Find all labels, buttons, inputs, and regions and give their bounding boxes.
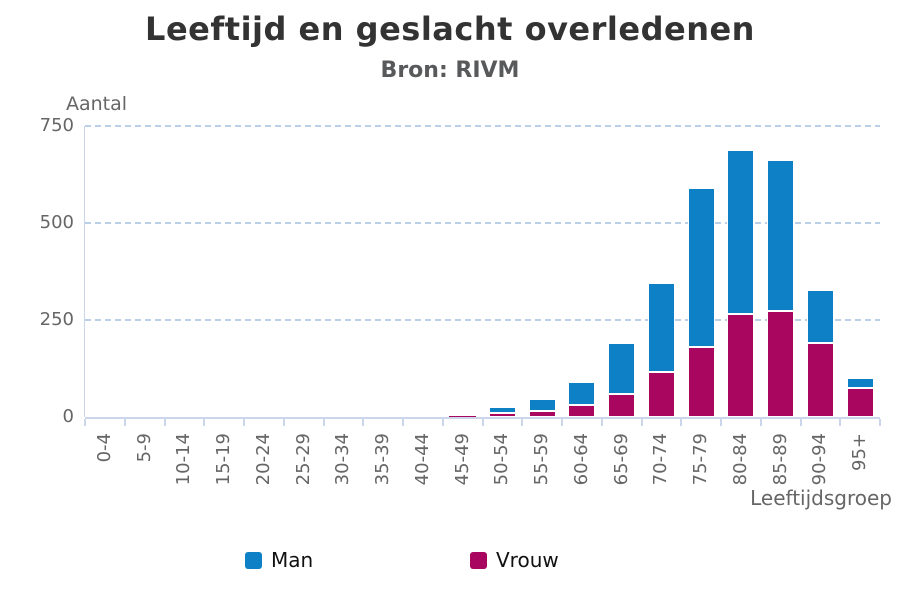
x-tick-mark <box>481 419 484 426</box>
bar-segment-vrouw[interactable] <box>727 314 755 417</box>
x-tick-label: 50-54 <box>491 433 513 486</box>
x-tick-label: 60-64 <box>570 433 592 486</box>
x-tick-mark <box>441 419 444 426</box>
x-tick-mark <box>521 419 524 426</box>
bar-segment-vrouw[interactable] <box>449 416 477 417</box>
bar-segment-vrouw[interactable] <box>846 387 874 417</box>
x-tick-label: 80-84 <box>729 433 751 486</box>
y-axis-line <box>84 126 85 417</box>
x-tick-mark <box>799 419 802 426</box>
legend-item-vrouw[interactable]: Vrouw <box>470 548 559 572</box>
bar-segment-man[interactable] <box>767 160 795 312</box>
x-tick-mark <box>561 419 563 426</box>
x-tick-label: 5-9 <box>133 433 155 463</box>
x-tick-mark <box>123 419 126 426</box>
x-tick-mark <box>640 419 643 426</box>
gridline-750 <box>85 125 880 127</box>
x-tick-label: 10-14 <box>173 433 195 486</box>
x-tick-label: 15-19 <box>213 433 235 486</box>
bar-segment-vrouw[interactable] <box>608 393 636 417</box>
x-tick-mark <box>720 419 722 426</box>
bar-segment-vrouw[interactable] <box>568 405 596 417</box>
bar-segment-man[interactable] <box>647 283 675 372</box>
x-tick-mark <box>839 419 842 426</box>
bar-segment-man[interactable] <box>568 382 596 406</box>
x-tick-label: 25-29 <box>292 433 314 486</box>
x-tick-label: 30-34 <box>332 433 354 486</box>
bar-segment-man[interactable] <box>806 289 834 343</box>
x-tick-mark <box>163 419 166 426</box>
legend: Man Vrouw <box>0 548 900 574</box>
man-series-swatch-icon <box>245 551 262 569</box>
x-tick-label: 55-59 <box>531 433 553 486</box>
x-axis-line <box>85 417 880 419</box>
x-tick-mark <box>879 419 881 426</box>
legend-label-vrouw: Vrouw <box>496 548 559 572</box>
x-tick-label: 35-39 <box>372 433 394 486</box>
legend-item-man[interactable]: Man <box>245 548 313 572</box>
x-tick-mark <box>282 419 285 426</box>
x-tick-mark <box>680 419 683 426</box>
y-tick-label: 0 <box>62 406 74 427</box>
bar-segment-vrouw[interactable] <box>528 411 556 417</box>
x-tick-mark <box>362 419 365 426</box>
x-tick-mark <box>84 419 86 426</box>
x-axis-title: Leeftijdsgroep <box>750 486 892 510</box>
vrouw-series-swatch-icon <box>470 551 487 569</box>
x-tick-mark <box>243 419 245 426</box>
x-tick-label: 75-79 <box>690 433 712 486</box>
x-tick-mark <box>402 419 404 426</box>
bar-segment-man[interactable] <box>528 399 556 412</box>
chart-title: Leeftijd en geslacht overledenen <box>145 10 755 48</box>
bar-segment-man[interactable] <box>727 150 755 315</box>
bar-segment-man[interactable] <box>608 343 636 394</box>
y-tick-label: 250 <box>39 309 74 330</box>
gridline-500 <box>85 222 880 224</box>
x-tick-label: 0-4 <box>93 433 115 463</box>
legend-label-man: Man <box>271 548 314 572</box>
bar-segment-vrouw[interactable] <box>488 413 516 417</box>
x-tick-label: 20-24 <box>252 433 274 486</box>
bar-segment-vrouw[interactable] <box>806 342 834 417</box>
x-tick-mark <box>322 419 325 426</box>
bar-segment-man[interactable] <box>687 188 715 348</box>
x-tick-label: 45-49 <box>451 433 473 486</box>
x-tick-mark <box>759 419 762 426</box>
bar-segment-vrouw[interactable] <box>767 311 795 417</box>
bar-segment-vrouw[interactable] <box>687 347 715 417</box>
chart-subtitle: Bron: RIVM <box>380 58 520 83</box>
y-tick-label: 750 <box>39 115 74 136</box>
x-tick-label: 40-44 <box>411 433 433 486</box>
y-axis-title: Aantal <box>66 93 128 115</box>
gridline-250 <box>85 319 880 321</box>
bar-segment-man[interactable] <box>846 378 874 388</box>
bar-segment-man[interactable] <box>488 406 516 414</box>
x-tick-label: 65-69 <box>610 433 632 486</box>
x-tick-label: 70-74 <box>650 433 672 486</box>
x-tick-mark <box>203 419 206 426</box>
bar-segment-man[interactable] <box>449 413 477 417</box>
y-tick-label: 500 <box>39 212 74 233</box>
x-tick-mark <box>600 419 603 426</box>
bar-segment-vrouw[interactable] <box>647 371 675 417</box>
